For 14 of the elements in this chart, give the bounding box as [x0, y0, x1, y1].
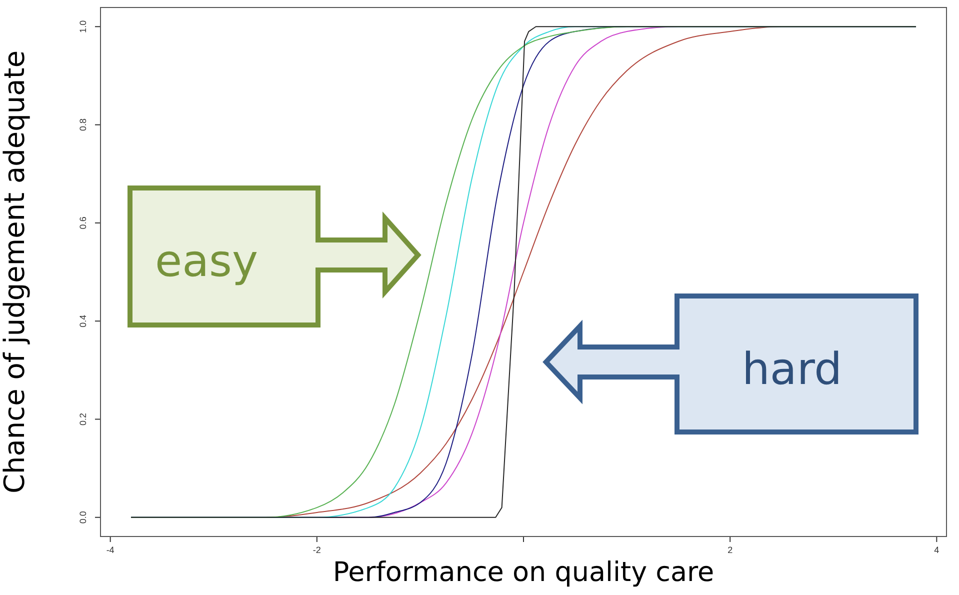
y-tick-label: 0.6: [78, 216, 88, 230]
y-tick-label: 0.2: [78, 412, 88, 426]
x-tick-label: 4: [934, 545, 940, 555]
y-tick-label: 1.0: [78, 20, 88, 33]
x-tick-label: -2: [312, 545, 321, 555]
annotation: hard: [742, 344, 842, 395]
x-tick-label: -4: [106, 545, 114, 555]
y-axis-title: Chance of judgement adequate: [0, 50, 31, 494]
y-tick-label: 0.4: [78, 314, 88, 328]
y-tick-label: 0.0: [78, 511, 88, 524]
annotation: easy: [155, 236, 258, 287]
x-axis-title: Performance on quality care: [332, 557, 714, 588]
x-tick-label: 2: [728, 545, 733, 555]
y-tick-label: 0.8: [78, 118, 88, 132]
